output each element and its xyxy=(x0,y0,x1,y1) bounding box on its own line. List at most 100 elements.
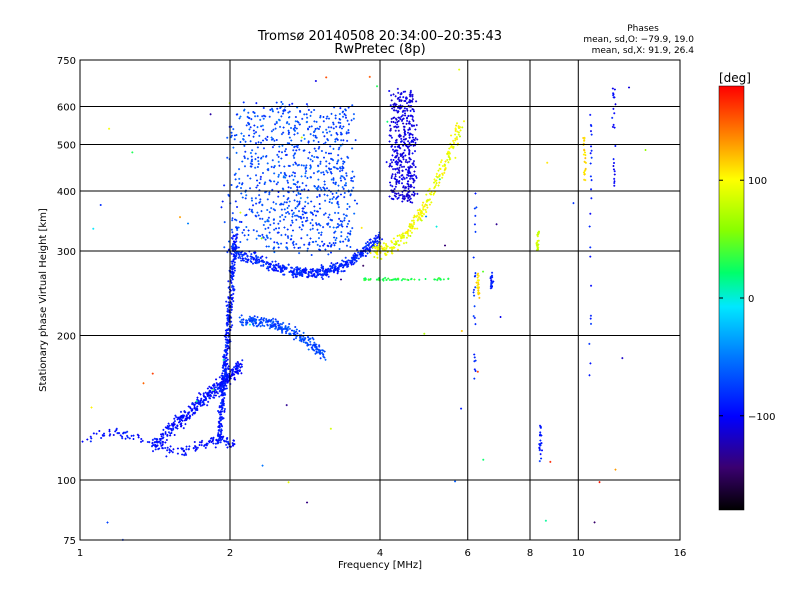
data-point xyxy=(325,117,328,120)
data-point xyxy=(257,258,260,261)
data-point xyxy=(226,307,229,310)
data-point xyxy=(476,273,479,276)
data-point xyxy=(321,269,324,272)
data-point xyxy=(185,417,188,420)
data-point xyxy=(279,327,282,330)
data-point xyxy=(376,242,379,245)
data-point xyxy=(189,406,192,409)
data-point xyxy=(342,213,345,216)
data-point xyxy=(262,139,265,142)
data-point xyxy=(183,419,186,422)
data-point xyxy=(175,426,178,429)
data-point xyxy=(309,340,312,343)
data-point xyxy=(401,232,404,235)
y-axis-label: Stationary phase Virtual Height [km] xyxy=(38,208,49,392)
data-point xyxy=(230,368,233,371)
data-point xyxy=(259,325,262,328)
data-point xyxy=(385,278,388,281)
data-point xyxy=(396,154,399,157)
data-point xyxy=(454,480,457,483)
data-point xyxy=(319,352,322,355)
data-point xyxy=(334,114,337,117)
data-point xyxy=(320,149,323,152)
data-point xyxy=(382,279,385,282)
data-point xyxy=(434,180,437,183)
data-point xyxy=(404,130,407,133)
data-point xyxy=(249,140,252,143)
data-point xyxy=(81,440,84,443)
data-point xyxy=(249,162,252,165)
data-point xyxy=(151,372,154,375)
data-point xyxy=(339,240,342,243)
data-point xyxy=(397,125,400,128)
data-point xyxy=(613,162,616,165)
data-point xyxy=(328,168,331,171)
data-point xyxy=(184,423,187,426)
data-point xyxy=(213,387,216,390)
data-point xyxy=(306,177,309,180)
data-point xyxy=(291,221,294,224)
data-point xyxy=(234,246,237,249)
data-point xyxy=(338,224,341,227)
data-point xyxy=(388,134,391,137)
data-point xyxy=(373,237,376,240)
data-point xyxy=(423,205,426,208)
data-point xyxy=(582,171,585,174)
data-point xyxy=(376,253,379,256)
data-point xyxy=(368,75,371,78)
data-point xyxy=(320,188,323,191)
data-point xyxy=(159,441,162,444)
data-point xyxy=(409,226,412,229)
data-point xyxy=(403,195,406,198)
data-point xyxy=(266,261,269,264)
data-point xyxy=(179,410,182,413)
data-point xyxy=(160,433,163,436)
data-point xyxy=(245,260,248,263)
data-point xyxy=(327,126,330,129)
data-point xyxy=(415,100,418,103)
data-point xyxy=(335,137,338,140)
data-point xyxy=(332,127,335,130)
data-point xyxy=(441,173,444,176)
data-point xyxy=(476,284,479,287)
data-point xyxy=(320,264,323,267)
data-point xyxy=(420,219,423,222)
data-point xyxy=(337,225,340,228)
data-point xyxy=(598,481,601,484)
data-point xyxy=(325,76,328,79)
data-point xyxy=(413,215,416,218)
data-point xyxy=(270,207,273,210)
data-point xyxy=(402,242,405,245)
data-point xyxy=(441,165,444,168)
data-point xyxy=(245,124,248,127)
data-point xyxy=(314,352,317,355)
data-point xyxy=(347,238,350,241)
data-point xyxy=(417,213,420,216)
data-point xyxy=(329,198,332,201)
data-point xyxy=(256,259,259,262)
data-point xyxy=(250,261,253,264)
data-point xyxy=(277,195,280,198)
data-point xyxy=(406,119,409,122)
data-point xyxy=(366,252,369,255)
data-point xyxy=(293,133,296,136)
data-point xyxy=(217,383,220,386)
data-point xyxy=(311,218,314,221)
data-point xyxy=(539,425,542,428)
data-point xyxy=(413,139,416,142)
x-tick-label: 6 xyxy=(465,548,471,559)
data-point xyxy=(224,374,227,377)
data-point xyxy=(408,145,411,148)
data-point xyxy=(593,521,596,524)
data-point xyxy=(148,441,151,444)
data-point xyxy=(234,243,237,246)
data-point xyxy=(273,165,276,168)
data-point xyxy=(393,177,396,180)
data-point xyxy=(309,133,312,136)
data-point xyxy=(386,245,389,248)
data-point xyxy=(220,431,223,434)
data-point xyxy=(218,376,221,379)
data-point xyxy=(337,154,340,157)
data-point xyxy=(352,113,355,116)
data-point xyxy=(539,442,542,445)
